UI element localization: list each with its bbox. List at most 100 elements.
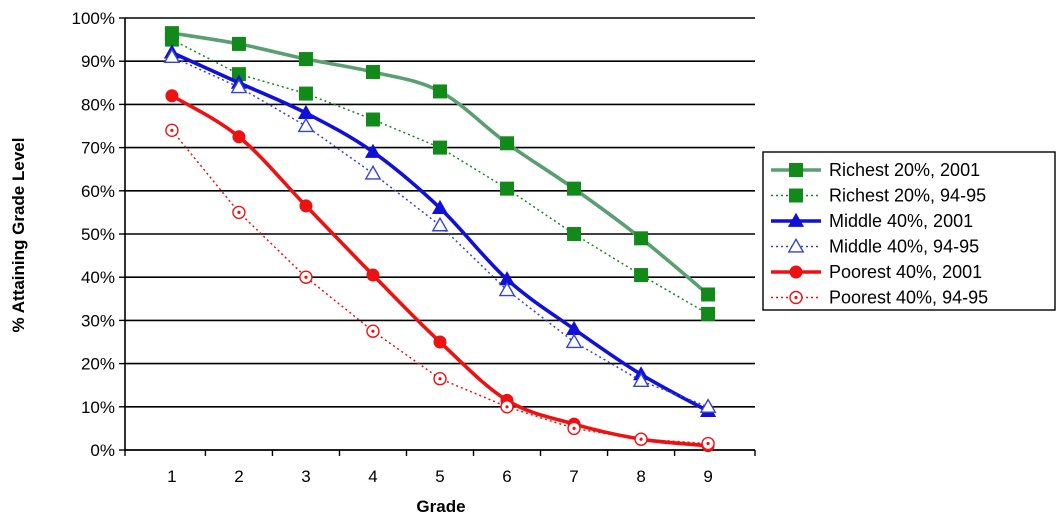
x-tick-label: 4 [368, 467, 377, 486]
legend-label: Richest 20%, 2001 [829, 160, 980, 180]
y-tick-label: 70% [81, 139, 115, 158]
legend-label: Poorest 40%, 94-95 [829, 288, 988, 308]
y-tick-label: 50% [81, 225, 115, 244]
data-point [298, 52, 313, 67]
point-dot [304, 275, 308, 279]
data-point [500, 181, 515, 196]
data-point [433, 140, 447, 155]
legend-item: Middle 40%, 94-95 [771, 237, 979, 257]
data-point [433, 335, 447, 349]
x-tick-label: 9 [703, 467, 712, 486]
data-point [701, 436, 715, 451]
data-point [232, 130, 246, 144]
data-point [298, 86, 313, 101]
data-point [365, 65, 380, 79]
data-point [231, 36, 246, 51]
data-point [789, 290, 803, 305]
data-point [163, 48, 181, 63]
data-point [431, 216, 449, 232]
legend-item: Poorest 40%, 2001 [771, 262, 982, 282]
legend-label: Middle 40%, 94-95 [829, 237, 979, 257]
data-point [299, 199, 313, 213]
data-point [500, 136, 515, 151]
data-point [365, 112, 380, 127]
legend-label: Richest 20%, 94-95 [829, 186, 986, 206]
data-point [366, 324, 380, 338]
point-dot [572, 426, 576, 430]
legend-box [762, 151, 1056, 311]
series-1 [164, 26, 716, 302]
x-tick-labels: 1 2 3 4 5 6 7 8 9 [167, 467, 713, 486]
x-axis-title: Grade [416, 497, 465, 516]
series-line [171, 50, 709, 413]
data-point [567, 227, 582, 241]
data-point [701, 287, 716, 302]
point-dot [237, 210, 241, 214]
point-dot [505, 405, 509, 409]
data-point [165, 123, 179, 138]
y-tick-label: 40% [81, 268, 115, 287]
data-point [565, 333, 583, 349]
series-line [171, 56, 709, 408]
y-tick-label: 10% [81, 398, 115, 417]
point-dot [639, 437, 643, 441]
data-point [634, 231, 649, 246]
y-tick-label: 0% [90, 441, 115, 460]
data-point [699, 398, 717, 413]
series-4 [163, 48, 717, 413]
data-point [165, 89, 179, 103]
series-line [171, 129, 709, 445]
x-tick-label: 8 [636, 467, 645, 486]
x-tick-label: 1 [167, 467, 176, 486]
point-ring [232, 130, 246, 144]
data-point [299, 270, 313, 284]
data-point [787, 212, 805, 227]
data-point [632, 372, 650, 387]
legend-item: Middle 40%, 2001 [771, 211, 973, 231]
point-dot [371, 329, 375, 333]
series-6 [165, 123, 715, 451]
point-dot [170, 128, 174, 132]
y-tick-label: 30% [81, 311, 115, 330]
y-tick-label: 60% [81, 182, 115, 201]
series-group [163, 26, 717, 453]
point-ring [433, 335, 447, 349]
legend-item: Richest 20%, 2001 [771, 160, 980, 180]
legend-label: Poorest 40%, 2001 [829, 262, 982, 282]
data-point [701, 306, 716, 321]
point-ring [789, 265, 803, 279]
x-tick-label: 2 [234, 467, 243, 486]
point-ring [299, 199, 313, 213]
point-ring [165, 89, 179, 103]
y-tick-label: 80% [81, 95, 115, 114]
x-tick-label: 7 [569, 467, 578, 486]
y-axis-title: % Attaining Grade Level [9, 138, 28, 333]
data-point [634, 268, 649, 283]
point-dot [794, 295, 798, 300]
data-point [366, 268, 380, 282]
data-point [164, 32, 179, 47]
y-tick-label: 90% [81, 52, 115, 71]
data-point [787, 237, 805, 253]
data-point [433, 372, 447, 386]
legend-item: Richest 20%, 94-95 [771, 186, 986, 206]
data-point [567, 421, 581, 436]
data-point [297, 117, 315, 133]
data-point [364, 164, 382, 180]
data-point [634, 432, 648, 446]
data-point [789, 163, 803, 177]
data-point [789, 188, 803, 203]
x-tick-label: 6 [502, 467, 511, 486]
data-point [433, 84, 447, 99]
x-tick-label: 3 [301, 467, 310, 486]
data-point [500, 400, 514, 414]
y-tick-labels: 0% 10% 20% 30% 40% 50% 60% 70% 80% 90% 100% [72, 9, 115, 460]
point-ring [366, 268, 380, 282]
point-dot [438, 377, 442, 381]
legend-label: Middle 40%, 2001 [829, 211, 973, 231]
legend-item: Poorest 40%, 94-95 [771, 288, 988, 308]
data-point [364, 143, 382, 158]
data-point [230, 78, 248, 94]
series-2 [164, 32, 716, 321]
